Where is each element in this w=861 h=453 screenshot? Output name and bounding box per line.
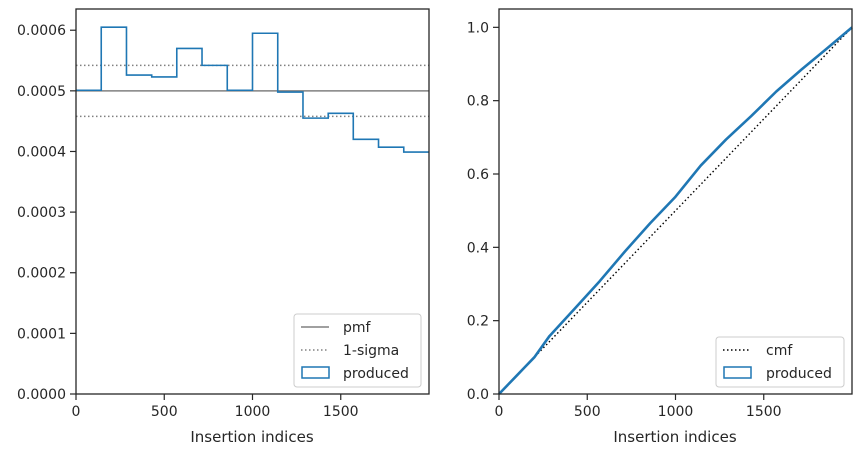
histogram-x-ticks: 0 500 1000 1500: [72, 394, 359, 420]
x-tick-label: 500: [151, 404, 178, 420]
histogram-legend-box: [293, 313, 422, 388]
histogram-legend: pmf 1-sigma produced: [293, 313, 422, 388]
y-tick-label: 0.0004: [17, 144, 66, 160]
x-tick-label: 500: [574, 404, 601, 420]
cumulative-x-ticks: 0 500 1000 1500: [495, 394, 782, 420]
cumulative-legend: cmf produced: [715, 336, 845, 388]
y-tick-label: 0.0002: [17, 266, 66, 282]
cumulative-x-axis-label: Insertion indices: [613, 428, 736, 446]
y-tick-label: 0.0006: [17, 23, 66, 39]
legend-produced-swatch: [301, 366, 330, 379]
y-tick-label: 0.2: [467, 314, 489, 330]
produced-cumulative-line: [498, 26, 853, 395]
y-tick-label: 0.0: [467, 387, 489, 403]
produced-histogram-step: [76, 26, 429, 153]
y-tick-label: 0.8: [467, 94, 489, 110]
histogram-plot-area: [76, 26, 429, 153]
legend-sigma-label: 1-sigma: [343, 343, 399, 359]
y-tick-label: 0.6: [467, 167, 489, 183]
x-tick-label: 0: [495, 404, 504, 420]
x-tick-label: 1000: [235, 404, 271, 420]
legend-pmf-label: pmf: [343, 320, 372, 336]
histogram-y-ticks: 0.0000 0.0001 0.0002 0.0003 0.0004 0.0005 0.00…: [17, 23, 76, 403]
y-tick-label: 0.0003: [17, 205, 66, 221]
y-tick-label: 0.4: [467, 240, 489, 256]
cumulative-y-ticks: 0.0 0.2 0.4 0.6 0.8 1.0: [467, 20, 499, 403]
x-tick-label: 0: [72, 404, 81, 420]
cumulative-plot-area: [498, 26, 853, 395]
cmf-line: [498, 26, 853, 395]
legend-produced-swatch-right: [723, 366, 752, 379]
legend-produced-label-right: produced: [766, 366, 832, 382]
x-tick-label: 1500: [323, 404, 359, 420]
y-tick-label: 0.0005: [17, 84, 66, 100]
cumulative-panel: 0 500 1000 1500 0.0 0.2 0.4 0.6 0.8 1.0 Insertio…: [467, 8, 853, 446]
cumulative-frame: [498, 8, 853, 395]
y-tick-label: 1.0: [467, 20, 489, 36]
x-tick-label: 1500: [746, 404, 782, 420]
histogram-x-axis-label: Insertion indices: [190, 428, 313, 446]
histogram-panel: 0 500 1000 1500 0.00000.00010.00020.00030.0…: [17, 8, 430, 446]
y-tick-label: 0.0001: [17, 326, 66, 342]
y-tick-label: 0.0000: [17, 387, 66, 403]
x-tick-label: 1000: [658, 404, 694, 420]
legend-cmf-label: cmf: [766, 343, 793, 359]
legend-produced-label: produced: [343, 366, 409, 382]
